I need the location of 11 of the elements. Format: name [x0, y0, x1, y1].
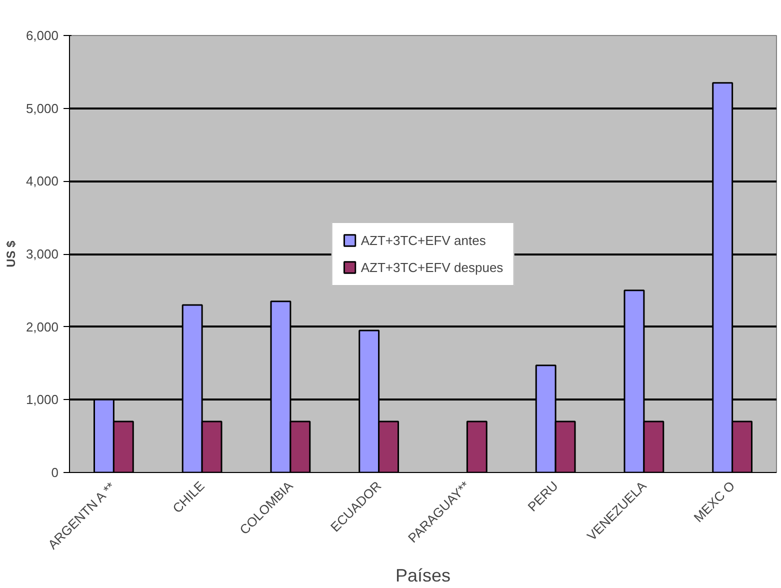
y-tick-label: 4,000 — [26, 174, 59, 189]
legend-label: AZT+3TC+EFV despues — [360, 260, 504, 274]
legend-label: AZT+3TC+EFV antes — [360, 232, 486, 248]
y-tick-label: 6,000 — [26, 28, 59, 43]
y-tick-label: 2,000 — [26, 319, 59, 334]
y-tick-label: 5,000 — [26, 100, 59, 116]
y-axis-title: US $ — [4, 240, 18, 268]
y-tick-label: 1,000 — [26, 392, 59, 408]
y-tick-label: 0 — [51, 465, 59, 480]
x-axis-title: Países — [395, 565, 451, 586]
y-tick-label: 3,000 — [26, 246, 59, 262]
